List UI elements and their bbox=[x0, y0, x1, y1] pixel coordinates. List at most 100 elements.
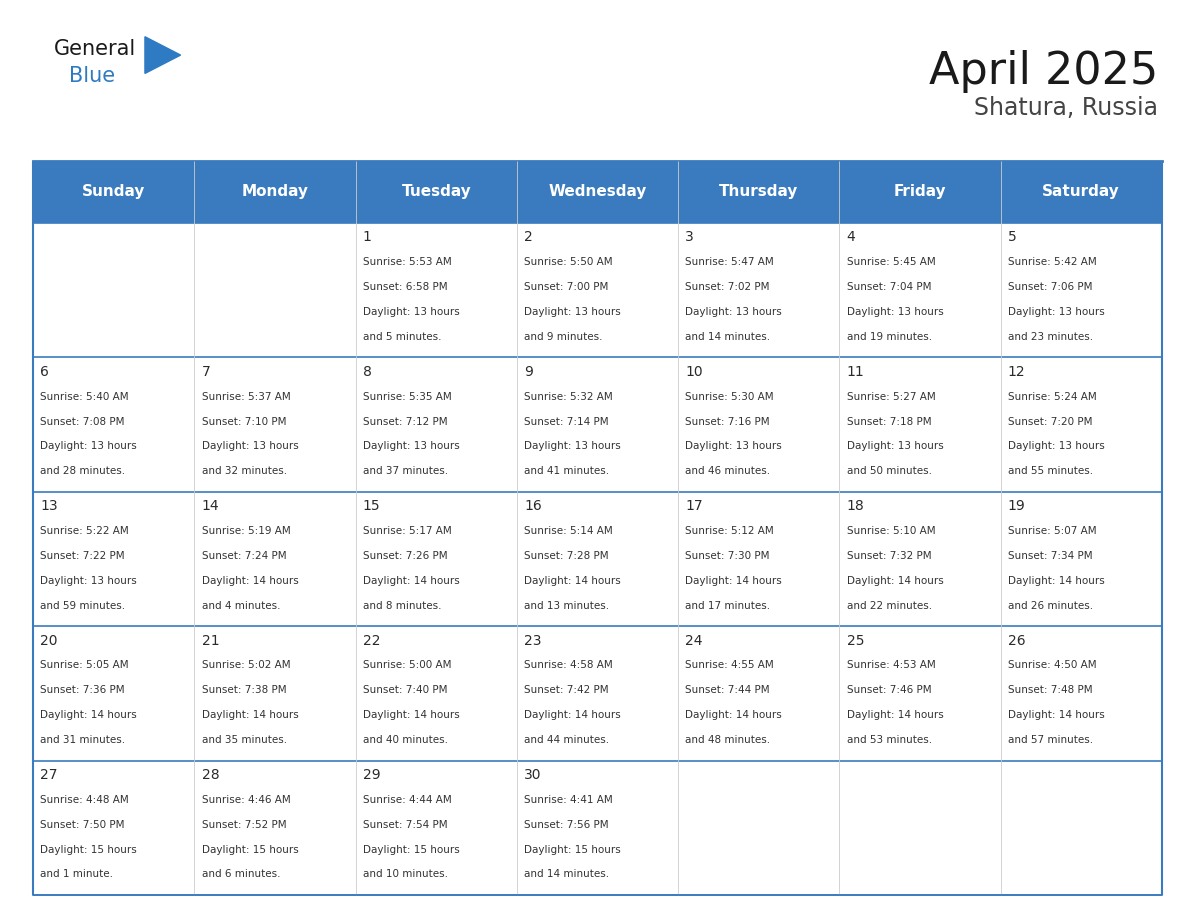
Text: and 41 minutes.: and 41 minutes. bbox=[524, 466, 609, 476]
Text: General: General bbox=[53, 39, 135, 59]
Text: 5: 5 bbox=[1007, 230, 1017, 244]
Text: Sunrise: 5:17 AM: Sunrise: 5:17 AM bbox=[362, 526, 451, 536]
Text: Sunset: 7:02 PM: Sunset: 7:02 PM bbox=[685, 282, 770, 292]
Text: Daylight: 13 hours: Daylight: 13 hours bbox=[685, 442, 782, 452]
Text: Sunrise: 4:53 AM: Sunrise: 4:53 AM bbox=[847, 660, 935, 670]
Text: Saturday: Saturday bbox=[1042, 185, 1120, 199]
Bar bbox=[33, 223, 195, 357]
Text: 30: 30 bbox=[524, 768, 542, 782]
Text: Wednesday: Wednesday bbox=[549, 185, 646, 199]
Text: Sunrise: 5:14 AM: Sunrise: 5:14 AM bbox=[524, 526, 613, 536]
Text: Sunrise: 5:42 AM: Sunrise: 5:42 AM bbox=[1007, 257, 1097, 267]
Text: Sunrise: 5:32 AM: Sunrise: 5:32 AM bbox=[524, 392, 613, 402]
Text: and 6 minutes.: and 6 minutes. bbox=[202, 869, 280, 879]
Text: Sunset: 7:52 PM: Sunset: 7:52 PM bbox=[202, 820, 286, 830]
Text: Sunset: 7:12 PM: Sunset: 7:12 PM bbox=[362, 417, 448, 427]
Text: and 26 minutes.: and 26 minutes. bbox=[1007, 600, 1093, 610]
Text: Daylight: 13 hours: Daylight: 13 hours bbox=[1007, 307, 1105, 317]
Text: Sunrise: 4:50 AM: Sunrise: 4:50 AM bbox=[1007, 660, 1097, 670]
Text: Sunset: 7:26 PM: Sunset: 7:26 PM bbox=[362, 551, 448, 561]
Text: 4: 4 bbox=[847, 230, 855, 244]
Text: Daylight: 13 hours: Daylight: 13 hours bbox=[362, 307, 460, 317]
Text: and 37 minutes.: and 37 minutes. bbox=[362, 466, 448, 476]
Bar bbox=[195, 761, 355, 895]
Bar bbox=[517, 492, 678, 626]
Text: and 22 minutes.: and 22 minutes. bbox=[847, 600, 931, 610]
Text: 23: 23 bbox=[524, 633, 542, 647]
Text: Sunrise: 5:07 AM: Sunrise: 5:07 AM bbox=[1007, 526, 1097, 536]
Text: Daylight: 13 hours: Daylight: 13 hours bbox=[40, 576, 137, 586]
Text: Sunset: 7:18 PM: Sunset: 7:18 PM bbox=[847, 417, 931, 427]
Text: Sunrise: 5:12 AM: Sunrise: 5:12 AM bbox=[685, 526, 775, 536]
Text: and 13 minutes.: and 13 minutes. bbox=[524, 600, 609, 610]
Text: Daylight: 13 hours: Daylight: 13 hours bbox=[524, 442, 621, 452]
Bar bbox=[678, 761, 840, 895]
Text: Daylight: 14 hours: Daylight: 14 hours bbox=[202, 711, 298, 721]
Text: Sunset: 7:42 PM: Sunset: 7:42 PM bbox=[524, 686, 608, 695]
Text: 12: 12 bbox=[1007, 364, 1025, 379]
Bar bbox=[840, 626, 1000, 761]
Text: Sunday: Sunday bbox=[82, 185, 146, 199]
Text: Sunrise: 5:47 AM: Sunrise: 5:47 AM bbox=[685, 257, 775, 267]
Text: Daylight: 14 hours: Daylight: 14 hours bbox=[362, 576, 460, 586]
Bar bbox=[195, 357, 355, 492]
Bar bbox=[840, 357, 1000, 492]
Bar bbox=[1000, 161, 1162, 223]
Bar bbox=[678, 161, 840, 223]
Text: Daylight: 14 hours: Daylight: 14 hours bbox=[524, 711, 621, 721]
Text: Sunset: 7:56 PM: Sunset: 7:56 PM bbox=[524, 820, 608, 830]
Text: and 35 minutes.: and 35 minutes. bbox=[202, 735, 286, 745]
Text: Sunset: 6:58 PM: Sunset: 6:58 PM bbox=[362, 282, 448, 292]
Text: Thursday: Thursday bbox=[719, 185, 798, 199]
Text: Sunset: 7:44 PM: Sunset: 7:44 PM bbox=[685, 686, 770, 695]
Text: Daylight: 14 hours: Daylight: 14 hours bbox=[1007, 711, 1105, 721]
Text: Daylight: 13 hours: Daylight: 13 hours bbox=[362, 442, 460, 452]
Text: Sunrise: 4:46 AM: Sunrise: 4:46 AM bbox=[202, 795, 290, 805]
Text: and 19 minutes.: and 19 minutes. bbox=[847, 332, 931, 341]
Text: Daylight: 14 hours: Daylight: 14 hours bbox=[685, 576, 782, 586]
Text: Daylight: 14 hours: Daylight: 14 hours bbox=[362, 711, 460, 721]
Text: 26: 26 bbox=[1007, 633, 1025, 647]
Text: Blue: Blue bbox=[69, 66, 115, 86]
Text: Sunset: 7:14 PM: Sunset: 7:14 PM bbox=[524, 417, 608, 427]
Bar bbox=[195, 223, 355, 357]
Text: 22: 22 bbox=[362, 633, 380, 647]
Text: Sunset: 7:34 PM: Sunset: 7:34 PM bbox=[1007, 551, 1093, 561]
Text: 11: 11 bbox=[847, 364, 865, 379]
Text: Sunrise: 5:37 AM: Sunrise: 5:37 AM bbox=[202, 392, 290, 402]
Text: Sunrise: 4:58 AM: Sunrise: 4:58 AM bbox=[524, 660, 613, 670]
Text: 7: 7 bbox=[202, 364, 210, 379]
Text: and 9 minutes.: and 9 minutes. bbox=[524, 332, 602, 341]
Text: and 10 minutes.: and 10 minutes. bbox=[362, 869, 448, 879]
Text: Daylight: 14 hours: Daylight: 14 hours bbox=[524, 576, 621, 586]
Bar bbox=[355, 223, 517, 357]
Bar bbox=[678, 357, 840, 492]
Text: and 57 minutes.: and 57 minutes. bbox=[1007, 735, 1093, 745]
Text: 27: 27 bbox=[40, 768, 58, 782]
Text: Daylight: 14 hours: Daylight: 14 hours bbox=[847, 711, 943, 721]
Text: Sunrise: 4:44 AM: Sunrise: 4:44 AM bbox=[362, 795, 451, 805]
Text: Sunrise: 5:24 AM: Sunrise: 5:24 AM bbox=[1007, 392, 1097, 402]
Text: Friday: Friday bbox=[893, 185, 947, 199]
Bar bbox=[33, 492, 195, 626]
Text: Sunrise: 5:02 AM: Sunrise: 5:02 AM bbox=[202, 660, 290, 670]
Text: and 48 minutes.: and 48 minutes. bbox=[685, 735, 771, 745]
Text: Sunset: 7:20 PM: Sunset: 7:20 PM bbox=[1007, 417, 1092, 427]
Text: 16: 16 bbox=[524, 499, 542, 513]
Bar bbox=[1000, 223, 1162, 357]
Text: 20: 20 bbox=[40, 633, 58, 647]
Bar bbox=[355, 626, 517, 761]
Text: Daylight: 13 hours: Daylight: 13 hours bbox=[202, 442, 298, 452]
Text: Sunset: 7:00 PM: Sunset: 7:00 PM bbox=[524, 282, 608, 292]
Text: Daylight: 13 hours: Daylight: 13 hours bbox=[40, 442, 137, 452]
Text: 14: 14 bbox=[202, 499, 220, 513]
Text: 18: 18 bbox=[847, 499, 865, 513]
Text: 1: 1 bbox=[362, 230, 372, 244]
Text: and 1 minute.: and 1 minute. bbox=[40, 869, 113, 879]
Bar bbox=[355, 357, 517, 492]
Text: Sunrise: 5:00 AM: Sunrise: 5:00 AM bbox=[362, 660, 451, 670]
Text: and 46 minutes.: and 46 minutes. bbox=[685, 466, 771, 476]
Text: and 31 minutes.: and 31 minutes. bbox=[40, 735, 126, 745]
Bar bbox=[355, 161, 517, 223]
Text: Sunset: 7:36 PM: Sunset: 7:36 PM bbox=[40, 686, 125, 695]
